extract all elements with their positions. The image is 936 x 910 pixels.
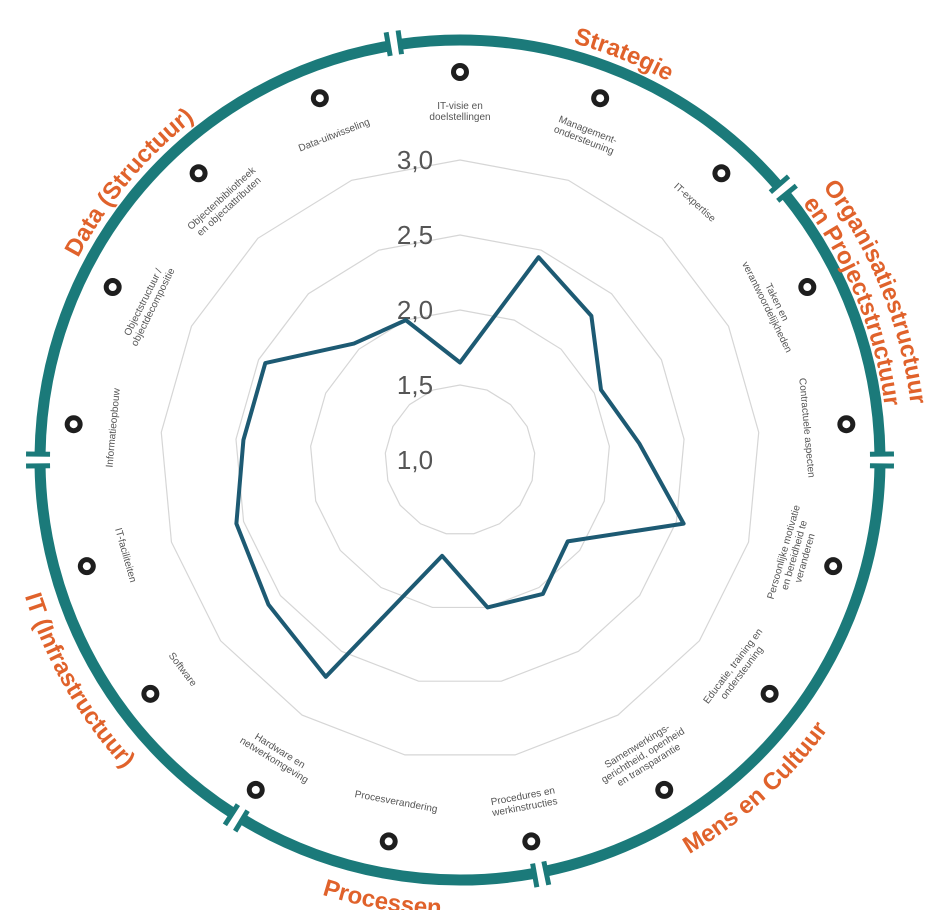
data-line <box>234 255 686 679</box>
category-icon-detail <box>251 785 260 794</box>
category-icon-detail <box>829 562 838 571</box>
category-label: doelstellingen <box>429 112 490 123</box>
category-icon-detail <box>660 785 669 794</box>
ring-cap <box>541 860 552 886</box>
ring-cap <box>233 809 250 833</box>
tick-label: 3,0 <box>397 145 433 175</box>
group-label: Data (Structuur) <box>60 103 199 261</box>
category-icon-detail <box>842 420 851 429</box>
category-icon-detail <box>146 689 155 698</box>
grid-ring <box>310 309 610 609</box>
category-icon-detail <box>69 420 78 429</box>
category-label: Data-uitwisseling <box>297 117 371 155</box>
ring-segment <box>34 465 236 818</box>
category-label: Procesverandering <box>354 789 439 815</box>
category-icon-detail <box>194 169 203 178</box>
ring-cap <box>383 31 393 57</box>
ring-cap <box>768 174 791 194</box>
ring-cap <box>776 183 798 203</box>
category-icon-detail <box>527 837 536 846</box>
category-icon-detail <box>596 94 605 103</box>
ring-segment <box>239 814 536 886</box>
group-label: IT (Infrastructuur) <box>19 589 140 773</box>
ring-segment <box>781 191 886 455</box>
ring-cap <box>395 30 404 55</box>
category-icon-detail <box>456 68 464 76</box>
category-label: IT-expertise <box>671 181 717 225</box>
ring-segment <box>399 34 783 190</box>
ring-cap <box>530 863 540 888</box>
category-label: Informatieopbouw <box>104 387 122 468</box>
category-label: Educatie, training en <box>702 627 766 706</box>
ring-cap <box>222 803 241 827</box>
grid-ring <box>235 234 685 682</box>
group-label-text: IT (Infrastructuur) <box>19 589 140 773</box>
category-icon-detail <box>108 283 117 292</box>
grid-ring <box>160 159 760 756</box>
category-icon-detail <box>717 169 726 178</box>
group-label-text: Mens en Cultuur <box>678 717 833 860</box>
grid-ring <box>384 384 536 535</box>
category-icon-detail <box>384 837 393 846</box>
category-label: IT-visie en <box>437 101 483 112</box>
category-label: Software <box>166 651 199 689</box>
ring-segment <box>34 40 390 455</box>
category-label: Contractuele aspecten <box>796 378 816 479</box>
group-label: Mens en Cultuur <box>678 717 833 860</box>
tick-label: 1,0 <box>397 445 433 475</box>
ring-segment <box>544 465 886 877</box>
group-label-text: Data (Structuur) <box>60 103 199 261</box>
category-icon-detail <box>765 689 774 698</box>
category-label: IT-faciliteiten <box>112 527 138 584</box>
tick-label: 1,5 <box>397 370 433 400</box>
category-icon-detail <box>82 562 91 571</box>
category-icon-detail <box>315 94 324 103</box>
category-icon-detail <box>803 283 812 292</box>
tick-label: 2,5 <box>397 220 433 250</box>
